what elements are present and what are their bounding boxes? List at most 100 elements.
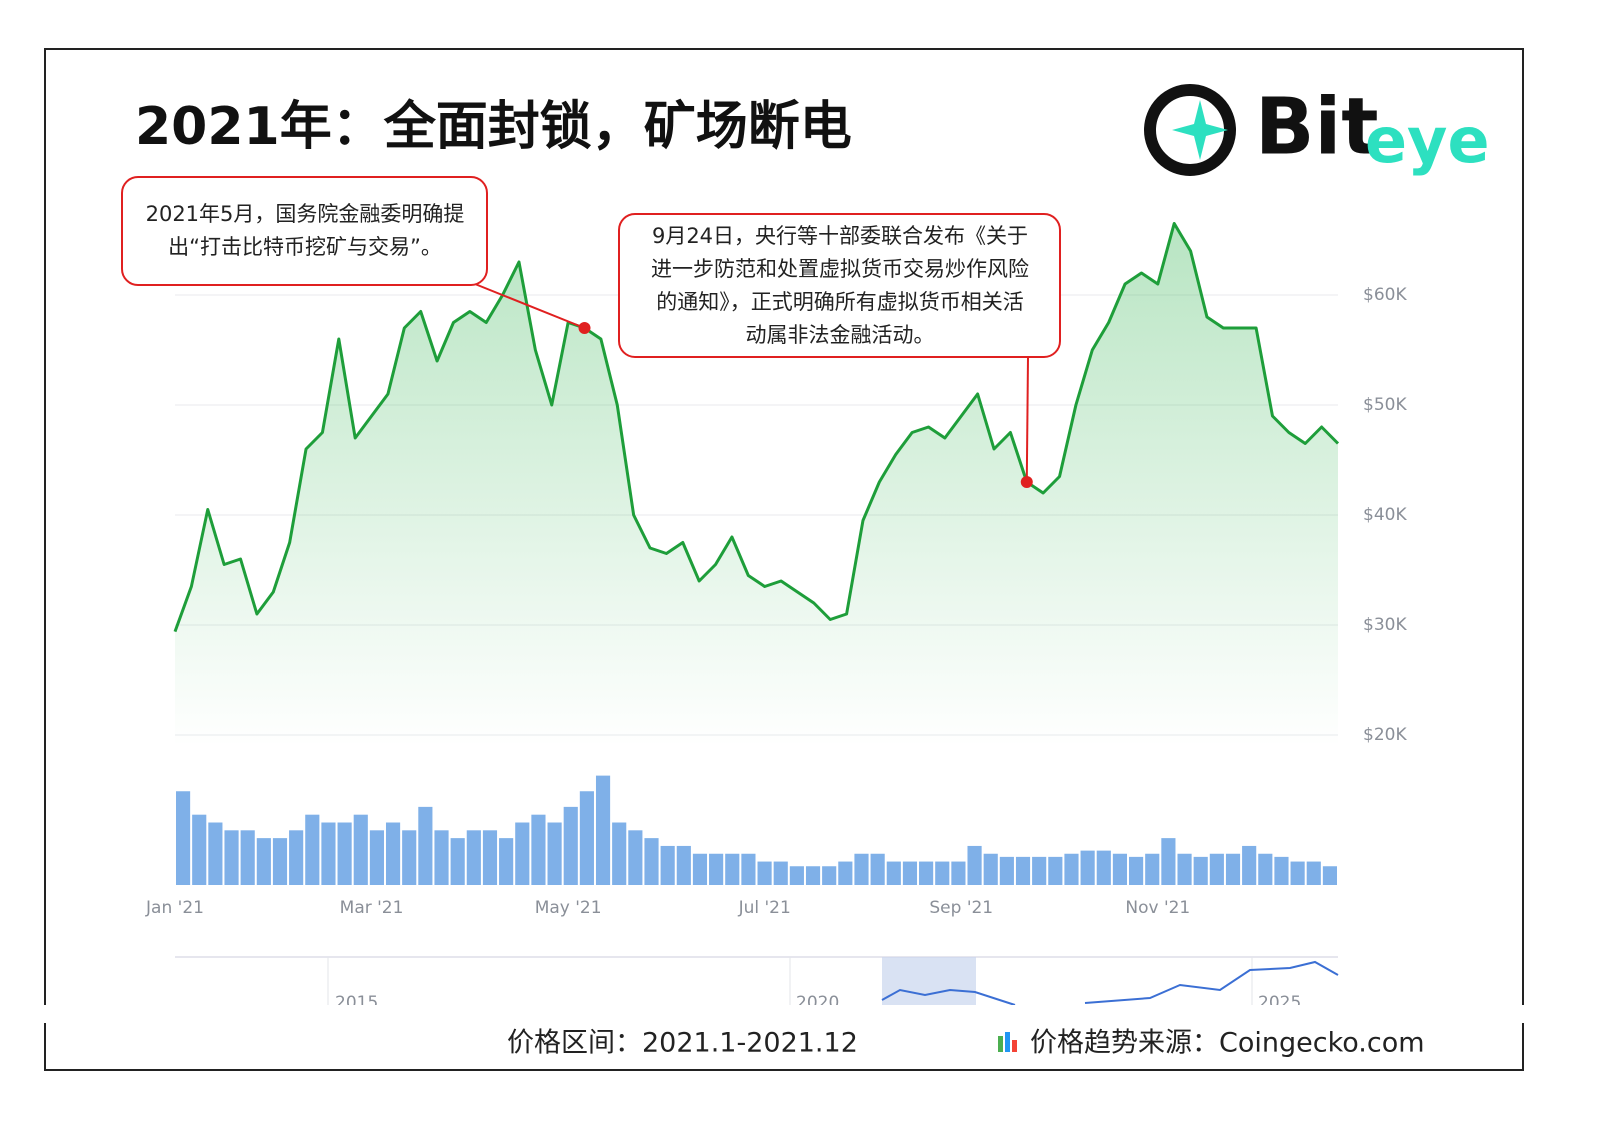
volume-bar — [1242, 845, 1257, 885]
volume-bar — [192, 814, 207, 885]
volume-bar — [1225, 853, 1241, 885]
volume-bar — [272, 838, 288, 885]
volume-bar — [902, 861, 918, 885]
volume-bar — [741, 853, 756, 885]
x-tick-label: Sep '21 — [929, 898, 993, 918]
volume-bar — [385, 822, 401, 885]
volume-bar — [482, 830, 498, 885]
annotation-text: 动属非法金融活动。 — [746, 323, 935, 347]
volume-bar — [1290, 861, 1305, 885]
volume-bar — [805, 866, 821, 885]
volume-bar — [499, 838, 514, 885]
callout-point — [578, 322, 591, 334]
volume-bar — [353, 814, 368, 885]
volume-bar — [870, 853, 885, 885]
volume-bar — [983, 853, 998, 885]
annotation-text: 2021年5月，国务院金融委明确提 — [146, 202, 465, 226]
y-tick-label: $60K — [1363, 285, 1407, 305]
volume-bar — [240, 830, 255, 885]
volume-bar — [789, 866, 804, 885]
x-tick-label: Nov '21 — [1125, 898, 1190, 918]
volume-bar — [1209, 853, 1224, 885]
volume-bar — [1080, 850, 1095, 885]
y-tick-label: $50K — [1363, 395, 1407, 415]
volume-bar — [208, 822, 223, 885]
volume-bar — [1112, 853, 1128, 885]
volume-bar — [1322, 866, 1337, 885]
navigator: 2015 2020 2025 — [175, 956, 1339, 1013]
volume-bar — [176, 791, 191, 885]
volume-bar — [1064, 853, 1079, 885]
volume-bar — [822, 866, 837, 885]
annotation-text: 进一步防范和处置虚拟货币交易炒作风险 — [651, 257, 1029, 281]
volume-bar — [660, 845, 675, 885]
volume-bar — [450, 838, 465, 885]
volume-bar — [1015, 856, 1031, 885]
x-tick-label: May '21 — [535, 898, 602, 918]
volume-bar — [337, 822, 352, 885]
volume-bar — [402, 830, 417, 885]
y-tick-label: $40K — [1363, 505, 1407, 525]
frame — [44, 48, 1524, 1071]
volume-bar — [1193, 856, 1208, 885]
volume-bar — [692, 853, 708, 885]
callout-box — [618, 213, 1061, 358]
title: 2021年：全面封锁，矿场断电 — [135, 97, 852, 157]
volume-bar — [1048, 856, 1063, 885]
volume-bar — [1161, 838, 1176, 885]
volume-bar — [515, 822, 530, 885]
annotation-text: 的通知》，正式明确所有虚拟货币相关活 — [656, 290, 1024, 314]
volume-bar — [709, 853, 724, 885]
x-tick-label: Mar '21 — [340, 898, 404, 918]
callout-line — [1025, 356, 1029, 483]
annotation-text: 9月24日，央行等十部委联合发布《关于 — [652, 224, 1028, 248]
source-icon — [998, 1032, 1017, 1052]
volume-bar — [1129, 856, 1144, 885]
volume-bar — [1145, 853, 1160, 885]
volume-bar — [563, 806, 578, 885]
callout-point — [1020, 476, 1033, 488]
volume-bar — [886, 861, 901, 885]
volume-bar — [321, 822, 336, 885]
volume-bar — [256, 838, 271, 885]
logo-text: eye — [1365, 104, 1490, 177]
volume-bar — [1258, 853, 1273, 885]
volume-bar — [1096, 850, 1111, 885]
volume-bar — [289, 830, 304, 885]
annotation-text: 出“打击比特币挖矿与交易”。 — [168, 235, 442, 259]
logo-text: Bit — [1255, 82, 1378, 172]
volume-bar — [1177, 853, 1192, 885]
y-tick-label: $30K — [1363, 615, 1407, 635]
volume-bar — [547, 822, 562, 885]
volume-bar — [967, 845, 982, 885]
volume-bar — [757, 861, 772, 885]
volume-bar — [418, 806, 433, 885]
volume-bar — [612, 822, 627, 885]
area — [175, 223, 1338, 746]
volume-bar — [579, 791, 594, 885]
x-tick-label: Jul '21 — [738, 898, 791, 918]
volume-bar — [935, 861, 950, 885]
volume-bar — [224, 830, 239, 885]
volume-bar — [531, 814, 546, 885]
callout-box — [121, 176, 488, 286]
x-tick-label: Jan '21 — [145, 898, 204, 918]
volume-bar — [644, 838, 659, 885]
volume-bar — [434, 830, 449, 885]
callout-line — [474, 283, 585, 329]
volume-bar — [919, 861, 934, 885]
volume-bar — [999, 856, 1014, 885]
price-line — [173, 222, 1340, 633]
volume-bar — [466, 830, 481, 885]
nav-clip — [42, 1005, 1562, 1023]
volume-bar — [854, 853, 869, 885]
volume-bar — [369, 830, 384, 885]
volume-bar — [676, 845, 691, 885]
volume-bar — [595, 775, 611, 885]
volume-bar — [1274, 856, 1289, 885]
logo: Bit eye — [1144, 82, 1490, 177]
volume-bar — [628, 830, 643, 885]
footer-range: 价格区间：2021.1-2021.12 — [507, 1028, 858, 1059]
volume-bar — [773, 861, 788, 885]
